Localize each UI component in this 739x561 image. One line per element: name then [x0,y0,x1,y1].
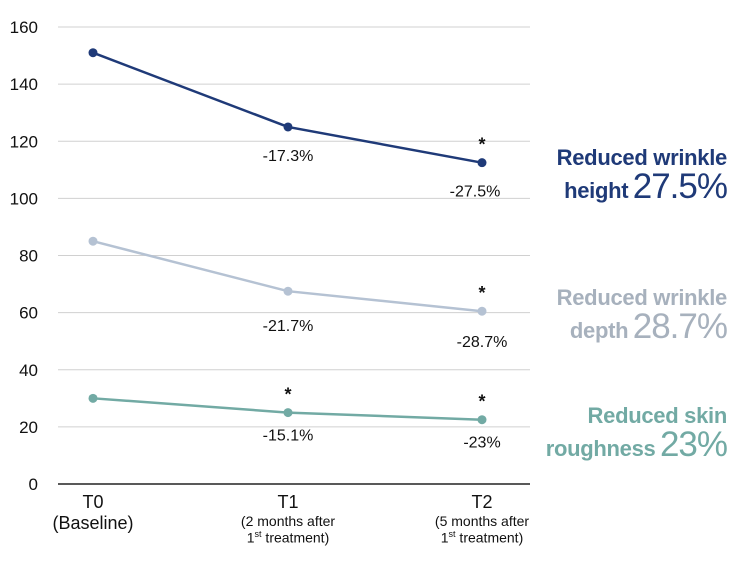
series-line [92,240,483,313]
x-category-sub: (5 months after [434,512,530,529]
annotation-depth: Reduced wrinkle depth 28.7% [556,285,728,347]
data-point [88,48,98,58]
annotation-roughness: Reduced skin roughness 23% [545,403,728,465]
x-category-main: T2 [471,492,493,512]
x-category-main: T1 [277,492,299,512]
x-category-sub2: 1st treatment) [440,528,524,546]
data-point [88,393,98,403]
data-label: -23% [463,435,500,452]
annotation-height: Reduced wrinkle height 27.5% [556,145,728,207]
annotation-height-line2: height [564,178,629,204]
data-point [477,415,487,425]
y-tick-label: 80 [19,247,38,266]
significance-star: * [478,392,485,412]
y-axis: 0 20 40 60 80 100 120 140 160 [10,18,38,494]
x-category-sub: (Baseline) [52,512,134,533]
data-label: -17.3% [263,148,314,165]
annotation-roughness-pct: 23% [659,425,728,465]
x-category-label: T1 (2 months after 1st treatment) [208,492,368,546]
annotation-roughness-line2: roughness [545,436,656,462]
y-tick-label: 120 [10,132,38,151]
series-line [92,51,483,164]
annotation-height-pct: 27.5% [632,167,728,207]
gridlines [58,26,530,485]
y-tick-label: 140 [10,75,38,94]
y-tick-label: 20 [19,418,38,437]
annotation-depth-pct: 28.7% [632,307,728,347]
significance-star: * [284,385,291,405]
data-label: -27.5% [450,184,501,201]
data-label: -28.7% [457,334,508,351]
x-category-sub2: 1st treatment) [246,528,330,546]
annotation-roughness-line1: Reduced skin [587,403,728,428]
annotation-depth-line2: depth [569,318,629,344]
y-tick-label: 160 [10,18,38,37]
data-point [477,306,487,316]
x-category-sub: (2 months after [240,512,336,529]
data-point [283,408,293,418]
data-point [477,158,487,168]
data-point [283,286,293,296]
x-category-label: T0 (Baseline) [13,492,173,533]
y-tick-label: 40 [19,361,38,380]
y-tick-label: 100 [10,189,38,208]
data-label: -21.7% [263,318,314,335]
data-labels: -17.3% -27.5% * -21.7% -28.7% * -15.1% * -23% * [263,135,508,452]
significance-star: * [478,135,485,155]
x-category-main: T0 [82,492,104,512]
data-point [88,236,98,246]
annotation-depth-line1: Reduced wrinkle [556,285,728,310]
y-tick-label: 0 [29,475,38,494]
x-category-label: T2 (5 months after 1st treatment) [402,492,562,546]
y-tick-label: 60 [19,304,38,323]
annotation-height-line1: Reduced wrinkle [556,145,728,170]
series-group [88,48,487,425]
significance-star: * [478,283,485,303]
data-point [283,122,293,132]
data-label: -15.1% [263,428,314,445]
